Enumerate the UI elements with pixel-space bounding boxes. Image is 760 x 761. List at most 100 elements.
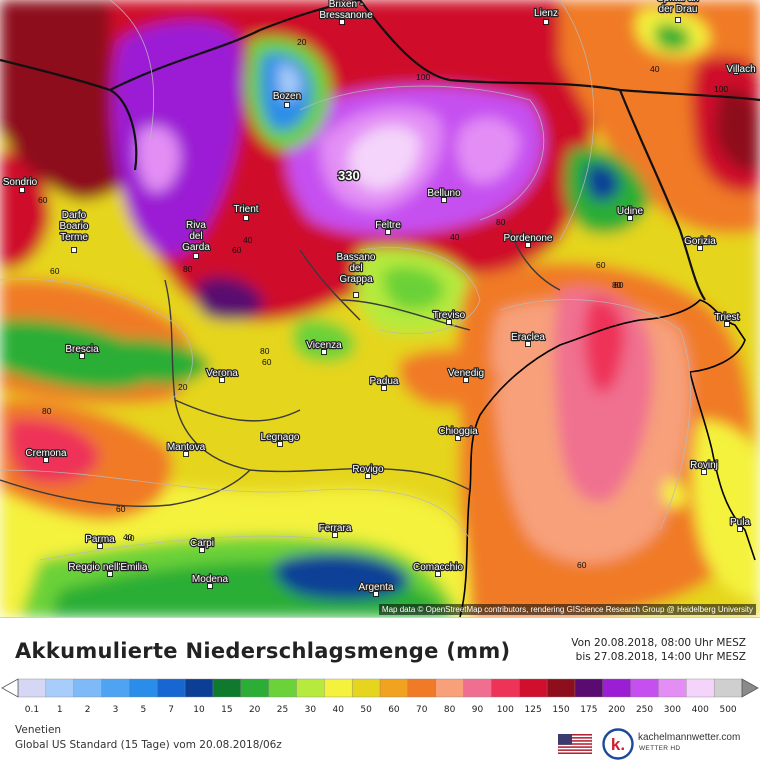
legend-tick-label: 50 [360, 705, 372, 715]
city-marker: Villach [725, 63, 757, 76]
legend-tick-label: 7 [168, 705, 174, 715]
logo-name[interactable]: kachelmannwetter.com [638, 732, 741, 743]
legend-swatch [351, 678, 381, 698]
city-dot [385, 229, 391, 235]
legend-tick-label: 125 [525, 705, 542, 715]
city-marker: Gorizia [683, 235, 717, 251]
city-label: Lienz [534, 8, 558, 19]
city-dot [107, 571, 113, 577]
city-label: Feltre [375, 220, 401, 231]
city-label: Triest [715, 312, 740, 323]
city-dot [525, 341, 531, 347]
city-label: Cremona [25, 448, 67, 459]
city-marker: Brixen -Bressanone [318, 0, 374, 25]
color-legend: 0.1 1 2 3 5 7 10 15 20 25 30 40 50 60 70 80 90 100 125 150 1… [1, 678, 759, 715]
city-dot [373, 591, 379, 597]
city-dot [627, 215, 633, 221]
national-border [0, 0, 760, 171]
city-label: Brixen -Bressanone [319, 0, 373, 21]
contour-value-label: 20 [297, 37, 307, 47]
legend-swatch [546, 678, 576, 698]
city-dot [284, 102, 290, 108]
legend-swatch [491, 678, 520, 698]
city-dot [737, 526, 743, 532]
city-dot [381, 385, 387, 391]
city-label: Comacchio [413, 562, 463, 573]
city-label: Treviso [433, 310, 466, 321]
city-marker: Riva del Garda [181, 219, 212, 259]
city-dot [183, 451, 189, 457]
period-from: Von 20.08.2018, 08:00 Uhr MESZ [571, 637, 746, 649]
legend-tick-label: 60 [388, 705, 400, 715]
city-label: Rovinj [690, 460, 718, 471]
contour-value-label: 100 [714, 84, 728, 94]
city-dot [199, 547, 205, 553]
legend-swatch [240, 678, 270, 698]
city-label: Pula [730, 517, 750, 528]
city-dot [219, 377, 225, 383]
k-icon[interactable]: k. [602, 728, 634, 760]
regional-border [0, 229, 561, 507]
city-dot [733, 69, 739, 75]
contour-value-label: 60 [577, 560, 587, 570]
city-dot [43, 457, 49, 463]
city-dot [365, 473, 371, 479]
legend-tick-label: 30 [305, 705, 317, 715]
city-label: Bozen [273, 91, 301, 102]
city-marker: Rovinj [689, 459, 719, 475]
city-dot [71, 247, 77, 253]
city-label: Parma [85, 534, 115, 545]
legend-swatch [296, 678, 325, 698]
city-marker: Venedig [447, 367, 485, 383]
city-marker: Spittal ander Drau [656, 0, 700, 23]
legend-swatch [574, 678, 604, 698]
legend-tick-label: 2 [85, 705, 91, 715]
city-dot [435, 571, 441, 577]
contour-value-label: 60 [116, 504, 126, 514]
legend-swatch [17, 678, 47, 698]
city-marker: Udine [616, 205, 645, 221]
legend-tick-label: 400 [692, 705, 709, 715]
region-name: Venetien [15, 724, 62, 736]
city-label: Bassano del Grappa [337, 252, 376, 285]
map-canvas: 4020601004040804060804060808060802080604… [0, 0, 760, 617]
city-markers: Lienz Spittal ander Drau Villach Brixen -Br… [2, 0, 757, 597]
city-marker: Carpi [189, 537, 215, 553]
legend-tick-label: 150 [552, 705, 569, 715]
legend-swatch [184, 678, 214, 698]
city-marker: Treviso [432, 309, 467, 325]
city-dot [243, 215, 249, 221]
footer-panel: Akkumulierte Niederschlagsmenge (mm) Von… [0, 617, 760, 761]
peak-value-label: 330 [338, 168, 360, 183]
logo-subtitle: WETTER HD [639, 745, 681, 752]
city-marker: Lienz [533, 7, 559, 25]
contour-value-label: 20 [178, 382, 188, 392]
city-marker: Belluno [426, 187, 462, 203]
legend-tick-label: 1 [57, 705, 63, 715]
legend-tick-label: 70 [416, 705, 428, 715]
city-label: Reggio nell'Emilia [68, 562, 148, 573]
city-marker: Darfo Boario Terme [58, 209, 90, 253]
city-dot [455, 435, 461, 441]
legend-swatch [157, 678, 186, 698]
city-marker: Padua [368, 375, 400, 391]
legend-swatch [630, 678, 660, 698]
contour-value-label: 40 [332, 11, 342, 21]
legend-tick-label: 200 [608, 705, 625, 715]
city-marker: Verona [205, 367, 239, 383]
legend-tick-label: 40 [333, 705, 345, 715]
contour-value-label: 80 [496, 217, 506, 227]
city-label: Gorizia [684, 236, 716, 247]
city-label: Rovigo [352, 464, 384, 475]
contour-value-label: 60 [262, 357, 272, 367]
city-dot [79, 353, 85, 359]
legend-swatch [212, 678, 242, 698]
city-dot [207, 583, 213, 589]
city-marker: Bozen [272, 90, 302, 108]
contour-value-label: 80 [183, 264, 193, 274]
contour-value-label: 80 [614, 280, 624, 290]
contour-value-label: 40 [243, 235, 253, 245]
city-marker: Cremona [24, 447, 68, 463]
national-border-east [618, 89, 706, 301]
city-dot [277, 441, 283, 447]
